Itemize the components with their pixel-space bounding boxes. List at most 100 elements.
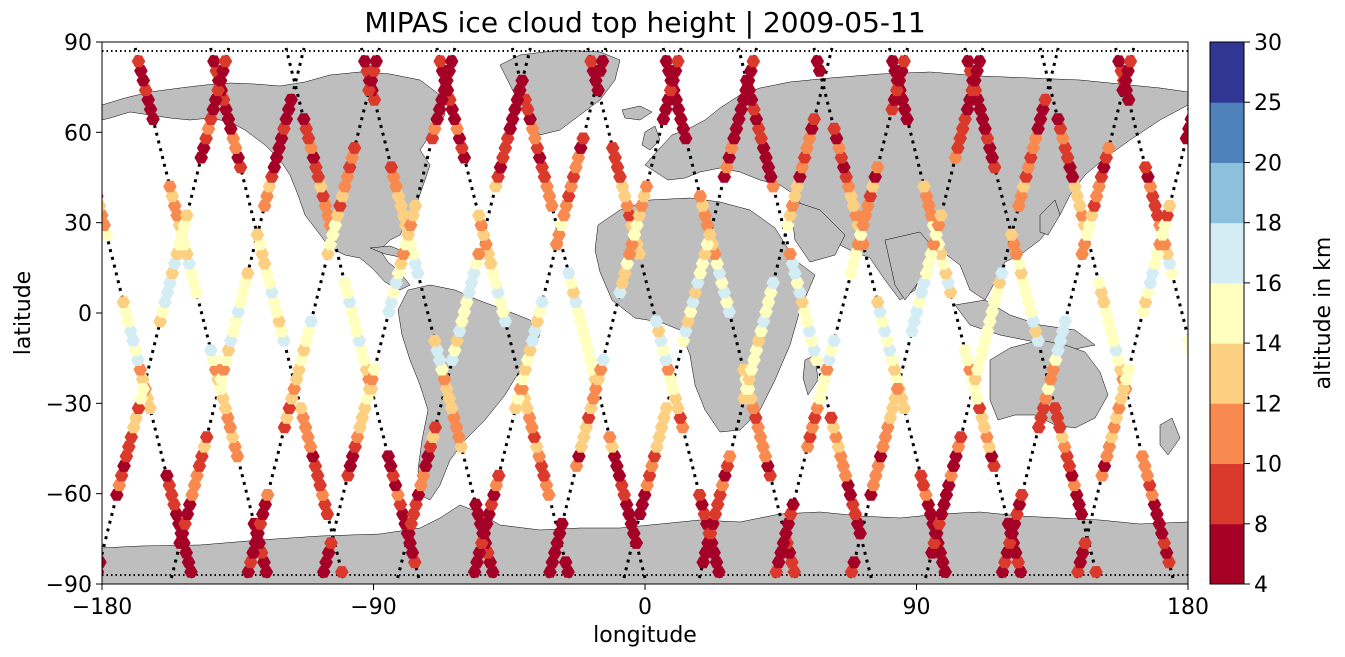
cloud-marker bbox=[591, 373, 605, 386]
cloud-marker bbox=[829, 431, 843, 443]
cloud-marker bbox=[1150, 508, 1164, 520]
cloud-marker bbox=[876, 440, 890, 453]
cloud-marker bbox=[289, 373, 304, 386]
cloud-marker bbox=[934, 508, 949, 520]
cloud-marker bbox=[177, 219, 192, 231]
cloud-marker bbox=[496, 151, 510, 164]
cloud-marker bbox=[995, 267, 1009, 280]
cloud-marker bbox=[358, 55, 372, 68]
cloud-marker bbox=[384, 161, 399, 174]
colorbar-segment bbox=[1210, 463, 1244, 525]
colorbar-tick-label: 18 bbox=[1254, 212, 1282, 237]
cloud-marker bbox=[187, 277, 201, 289]
cloud-marker bbox=[442, 65, 456, 77]
cloud-marker bbox=[525, 334, 540, 347]
cloud-marker bbox=[1041, 383, 1056, 395]
cloud-marker bbox=[923, 508, 938, 520]
cloud-marker bbox=[272, 315, 286, 328]
y-tick-label: −90 bbox=[46, 573, 92, 598]
cloud-marker bbox=[698, 209, 712, 222]
cloud-marker bbox=[613, 171, 627, 183]
cloud-marker bbox=[620, 199, 634, 212]
cloud-marker bbox=[462, 286, 476, 299]
cloud-marker bbox=[1012, 498, 1027, 511]
cloud-marker bbox=[549, 238, 564, 251]
colorbar-segment bbox=[1210, 403, 1244, 465]
cloud-marker bbox=[674, 113, 688, 125]
cloud-marker bbox=[491, 286, 505, 299]
cloud-marker bbox=[294, 402, 308, 414]
orbit-track bbox=[547, 47, 683, 579]
cloud-marker bbox=[890, 84, 904, 97]
land-japan bbox=[1039, 199, 1061, 236]
cloud-marker bbox=[1118, 74, 1133, 87]
cloud-marker bbox=[479, 517, 494, 530]
cloud-marker bbox=[958, 344, 972, 357]
cloud-marker bbox=[756, 315, 771, 328]
cloud-marker bbox=[1089, 190, 1104, 203]
cloud-marker bbox=[980, 431, 994, 443]
cloud-marker bbox=[248, 537, 263, 549]
cloud-marker bbox=[542, 190, 557, 203]
cloud-marker bbox=[421, 450, 435, 463]
cloud-marker bbox=[187, 479, 202, 492]
cloud-marker bbox=[849, 209, 863, 222]
cloud-marker bbox=[408, 199, 423, 212]
cloud-marker bbox=[637, 190, 651, 203]
cloud-marker bbox=[195, 450, 209, 463]
cloud-marker bbox=[545, 199, 559, 212]
cloud-marker bbox=[457, 305, 472, 318]
cloud-marker bbox=[936, 257, 951, 270]
cloud-marker bbox=[751, 122, 766, 135]
cloud-marker bbox=[1033, 113, 1048, 125]
cloud-marker bbox=[1189, 94, 1203, 106]
cloud-marker bbox=[593, 65, 607, 77]
cloud-marker bbox=[970, 392, 984, 405]
cloud-marker bbox=[822, 354, 837, 366]
cloud-marker bbox=[121, 315, 135, 328]
cloud-marker bbox=[1060, 151, 1075, 164]
cloud-marker bbox=[165, 267, 180, 280]
cloud-marker bbox=[284, 93, 298, 106]
cloud-marker bbox=[265, 171, 279, 183]
cloud-marker bbox=[809, 354, 824, 366]
cloud-marker bbox=[528, 325, 542, 337]
cloud-marker bbox=[170, 248, 184, 260]
cloud-marker bbox=[493, 161, 508, 174]
cloud-marker bbox=[576, 132, 590, 145]
cloud-marker bbox=[452, 132, 467, 145]
cloud-marker bbox=[355, 411, 370, 424]
cloud-marker bbox=[771, 556, 786, 569]
cloud-marker bbox=[1186, 358, 1188, 362]
cloud-marker bbox=[1148, 199, 1162, 212]
cloud-marker bbox=[160, 286, 175, 299]
cloud-marker bbox=[1011, 556, 1025, 569]
cloud-marker bbox=[717, 286, 732, 299]
cloud-marker bbox=[1138, 296, 1153, 308]
cloud-marker bbox=[1034, 411, 1048, 424]
cloud-marker bbox=[983, 315, 997, 328]
cloud-marker bbox=[301, 132, 316, 145]
cloud-marker bbox=[939, 267, 953, 280]
cloud-marker bbox=[780, 219, 795, 231]
cloud-marker bbox=[1119, 373, 1133, 386]
cloud-marker bbox=[457, 151, 472, 164]
cloud-marker bbox=[1009, 248, 1024, 260]
cloud-marker bbox=[224, 334, 238, 347]
cloud-marker bbox=[785, 556, 799, 569]
cloud-marker bbox=[508, 103, 522, 116]
cloud-marker bbox=[411, 267, 425, 280]
cloud-marker bbox=[1162, 556, 1176, 569]
cloud-marker bbox=[1082, 219, 1097, 231]
cloud-marker bbox=[386, 286, 401, 299]
cloud-marker bbox=[712, 267, 727, 280]
cloud-marker bbox=[732, 113, 746, 125]
cloud-marker bbox=[926, 238, 941, 251]
cloud-marker bbox=[720, 161, 734, 174]
cloud-marker bbox=[924, 209, 939, 222]
cloud-marker bbox=[593, 363, 608, 376]
cloud-marker bbox=[233, 296, 248, 308]
cloud-marker bbox=[578, 334, 593, 347]
cloud-marker bbox=[975, 113, 990, 125]
cloud-marker bbox=[292, 363, 306, 376]
